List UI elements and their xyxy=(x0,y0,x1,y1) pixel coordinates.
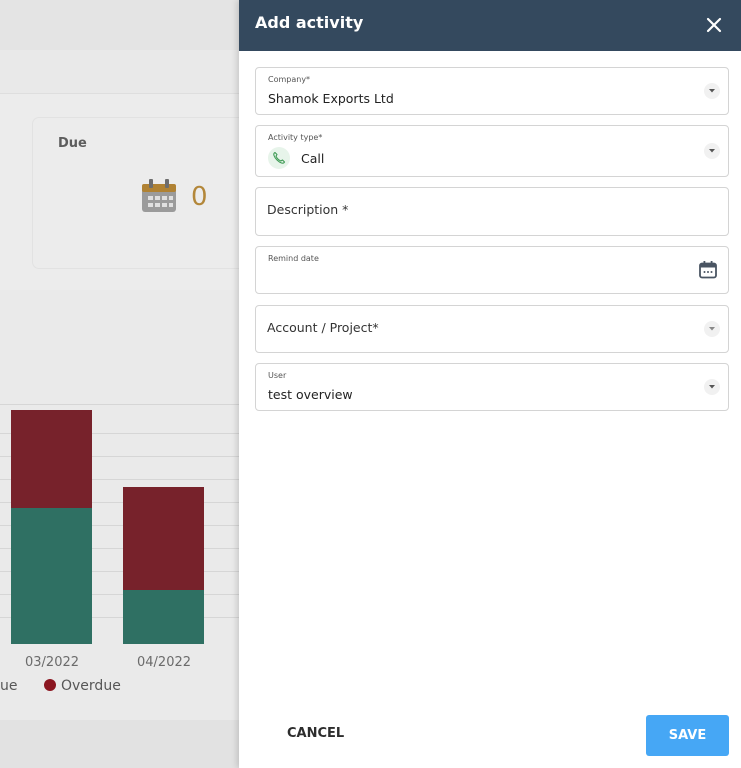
phone-icon xyxy=(268,147,290,169)
close-icon[interactable] xyxy=(701,12,727,38)
activity-type-label: Activity type* xyxy=(268,133,323,142)
drawer-header: Add activity xyxy=(239,0,741,51)
x-tick-label: 04/2022 xyxy=(137,655,192,670)
account-project-placeholder: Account / Project* xyxy=(267,320,379,335)
activity-type-select[interactable]: Activity type* Call xyxy=(255,125,729,177)
account-project-select[interactable]: Account / Project* xyxy=(255,305,729,353)
user-select[interactable]: User test overview xyxy=(255,363,729,411)
gridline xyxy=(0,617,240,618)
calendar-icon[interactable] xyxy=(698,260,718,280)
gridline xyxy=(0,502,240,503)
gridline xyxy=(0,404,240,405)
account-project-dropdown-button[interactable] xyxy=(704,321,720,337)
due-count: 0 xyxy=(191,182,208,212)
bar-due xyxy=(11,508,92,644)
company-label: Company* xyxy=(268,75,311,84)
gridline xyxy=(0,433,240,434)
chevron-down-icon xyxy=(709,149,715,153)
chevron-down-icon xyxy=(709,89,715,93)
x-tick-label: 03/2022 xyxy=(25,655,80,670)
bar-overdue xyxy=(123,486,204,590)
remind-date-input[interactable]: Remind date xyxy=(255,246,729,294)
gridline xyxy=(0,594,240,595)
company-dropdown-button[interactable] xyxy=(704,83,720,99)
bar-due xyxy=(123,589,204,644)
user-value: test overview xyxy=(268,387,353,402)
chevron-down-icon xyxy=(709,327,715,331)
user-dropdown-button[interactable] xyxy=(704,379,720,395)
activity-type-dropdown-button[interactable] xyxy=(704,143,720,159)
save-button[interactable]: SAVE xyxy=(646,715,729,756)
calendar-icon xyxy=(142,179,176,212)
gridline xyxy=(0,548,240,549)
company-value: Shamok Exports Ltd xyxy=(268,91,394,106)
activity-type-value: Call xyxy=(301,151,325,166)
drawer-title: Add activity xyxy=(255,13,364,32)
description-input[interactable]: Description * xyxy=(255,187,729,236)
gridline xyxy=(0,456,240,457)
chevron-down-icon xyxy=(709,385,715,389)
user-label: User xyxy=(268,371,287,380)
due-card-title: Due xyxy=(58,136,87,151)
remind-date-label: Remind date xyxy=(268,254,319,263)
company-select[interactable]: Company* Shamok Exports Ltd xyxy=(255,67,729,115)
legend-dot xyxy=(44,679,56,691)
gridline xyxy=(0,571,240,572)
add-activity-drawer: Add activity Company* Shamok Exports Ltd… xyxy=(239,0,741,768)
legend-item-overdue: Overdue xyxy=(44,678,121,694)
cancel-button[interactable]: CANCEL xyxy=(287,726,345,741)
gridline xyxy=(0,479,240,480)
gridline xyxy=(0,525,240,526)
bar-overdue xyxy=(11,409,92,509)
legend-item-due: ue xyxy=(0,678,18,694)
description-placeholder: Description * xyxy=(267,202,349,217)
